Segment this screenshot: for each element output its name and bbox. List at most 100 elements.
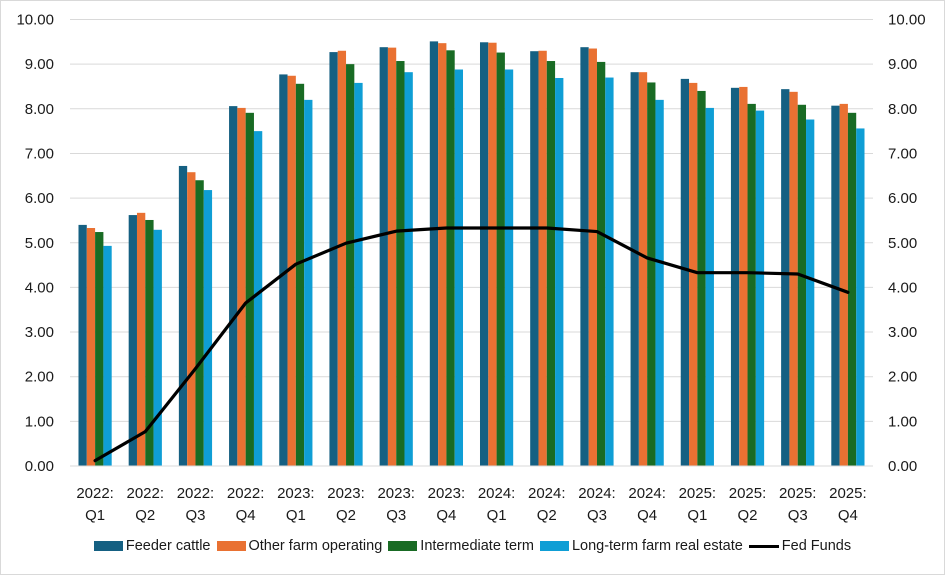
legend-item-feeder-cattle: Feeder cattle [93, 538, 211, 554]
bar-feeder-cattle [730, 87, 740, 466]
x-tick-label-year: 2023: [277, 485, 315, 502]
legend-item-fed-funds: Fed Funds [748, 538, 852, 554]
y-tick-label-right: 2.00 [888, 369, 917, 386]
bar-feeder-cattle [379, 47, 388, 467]
x-tick-label-quarter: Q3 [587, 507, 607, 524]
bar-long-term-farm-real-estate [504, 69, 514, 467]
x-tick-label-year: 2025: [779, 485, 817, 502]
bar-long-term-farm-real-estate [555, 77, 564, 466]
fed-funds-line-group [93, 226, 850, 463]
bar-other-farm-operating [839, 103, 848, 467]
bar-intermediate-term [396, 61, 405, 466]
bar-feeder-cattle [229, 106, 238, 466]
x-tick-label-quarter: Q3 [386, 507, 406, 524]
bar-intermediate-term [145, 219, 154, 466]
y-tick-label-left: 3.00 [25, 324, 54, 341]
bar-intermediate-term [546, 61, 556, 466]
x-tick-label-year: 2022: [76, 485, 114, 502]
bar-feeder-cattle [479, 42, 489, 467]
bar-other-farm-operating [136, 212, 146, 466]
y-axis-left: 0.00 1.00 2.00 3.00 4.00 5.00 6.00 7.00 8.00 9.00… [16, 12, 54, 476]
legend-swatch [93, 541, 123, 551]
y-tick-label-right: 3.00 [888, 324, 917, 341]
legend-item-other-farm-operating: Other farm operating [216, 538, 383, 554]
y-tick-label-right: 0.00 [888, 458, 917, 475]
x-tick-label-year: 2024: [628, 485, 666, 502]
y-tick-label-right: 7.00 [888, 145, 917, 162]
legend-label: Feeder cattle [125, 538, 211, 554]
bar-other-farm-operating [387, 47, 397, 466]
bar-long-term-farm-real-estate [655, 99, 664, 467]
bar-long-term-farm-real-estate [304, 99, 313, 467]
y-tick-label-right: 1.00 [888, 413, 917, 430]
bar-feeder-cattle [831, 105, 840, 466]
x-tick-label-year: 2024: [478, 485, 516, 502]
legend-item-intermediate-term: Intermediate term [388, 538, 534, 554]
y-axis-right: 0.00 1.00 2.00 3.00 4.00 5.00 6.00 7.00 8.00 9.00… [888, 12, 926, 476]
legend-label: Other farm operating [248, 538, 383, 554]
legend: Feeder cattle Other farm operating Inter… [0, 538, 945, 554]
bar-intermediate-term [596, 61, 606, 466]
y-tick-label-left: 6.00 [25, 190, 54, 207]
bar-other-farm-operating [739, 86, 748, 466]
x-tick-label-year: 2024: [578, 485, 616, 502]
x-tick-label-quarter: Q4 [838, 507, 858, 524]
bar-intermediate-term [245, 112, 254, 467]
bar-intermediate-term [496, 52, 505, 466]
bar-intermediate-term [647, 82, 656, 467]
legend-swatch [216, 541, 246, 551]
bar-long-term-farm-real-estate [354, 82, 363, 466]
bar-other-farm-operating [438, 43, 447, 467]
bar-feeder-cattle [781, 89, 790, 467]
bar-long-term-farm-real-estate [605, 77, 614, 467]
bar-intermediate-term [95, 232, 104, 466]
y-tick-label-left: 1.00 [25, 413, 54, 430]
legend-label: Fed Funds [781, 538, 852, 554]
bar-long-term-farm-real-estate [454, 69, 464, 467]
y-tick-label-left: 0.00 [25, 458, 54, 475]
x-tick-label-quarter: Q2 [336, 507, 356, 524]
y-tick-label-left: 7.00 [25, 145, 54, 162]
legend-item-long-term-farm-real-estate: Long-term farm real estate [539, 538, 743, 554]
x-tick-label-quarter: Q1 [687, 507, 707, 524]
x-tick-label-quarter: Q1 [286, 507, 306, 524]
y-tick-label-right: 5.00 [888, 235, 917, 252]
x-tick-label-year: 2022: [227, 485, 265, 502]
bar-feeder-cattle [78, 224, 87, 466]
bar-long-term-farm-real-estate [253, 131, 263, 466]
bar-intermediate-term [195, 180, 204, 467]
bar-long-term-farm-real-estate [705, 107, 714, 467]
x-tick-label-year: 2023: [377, 485, 415, 502]
y-tick-label-right: 9.00 [888, 56, 917, 73]
bar-feeder-cattle [680, 78, 690, 467]
legend-label: Intermediate term [420, 538, 534, 554]
bar-feeder-cattle [530, 51, 539, 466]
y-tick-label-right: 8.00 [888, 101, 917, 118]
fed-funds-line [93, 226, 850, 463]
bar-intermediate-term [446, 50, 455, 466]
legend-line-swatch [748, 544, 779, 548]
bar-other-farm-operating [337, 50, 347, 466]
bar-intermediate-term [797, 104, 807, 467]
legend-label: Long-term farm real estate [571, 538, 743, 554]
y-tick-label-left: 5.00 [25, 235, 54, 252]
x-tick-label-year: 2022: [127, 485, 165, 502]
bar-long-term-farm-real-estate [404, 72, 413, 466]
legend-swatch [388, 541, 418, 551]
bar-feeder-cattle [128, 215, 137, 466]
x-tick-label-quarter: Q4 [637, 507, 657, 524]
x-tick-label-quarter: Q3 [185, 507, 205, 524]
y-tick-label-left: 4.00 [25, 279, 54, 296]
x-tick-label-quarter: Q2 [738, 507, 758, 524]
x-tick-label-quarter: Q1 [487, 507, 507, 524]
bar-other-farm-operating [488, 42, 497, 467]
bar-long-term-farm-real-estate [103, 245, 112, 466]
bar-intermediate-term [295, 83, 305, 467]
bar-long-term-farm-real-estate [806, 119, 815, 467]
y-tick-label-right: 10.00 [888, 12, 926, 29]
x-tick-label-year: 2025: [829, 485, 867, 502]
bar-long-term-farm-real-estate [153, 229, 162, 466]
bar-other-farm-operating [237, 107, 246, 467]
bar-intermediate-term [847, 112, 857, 467]
